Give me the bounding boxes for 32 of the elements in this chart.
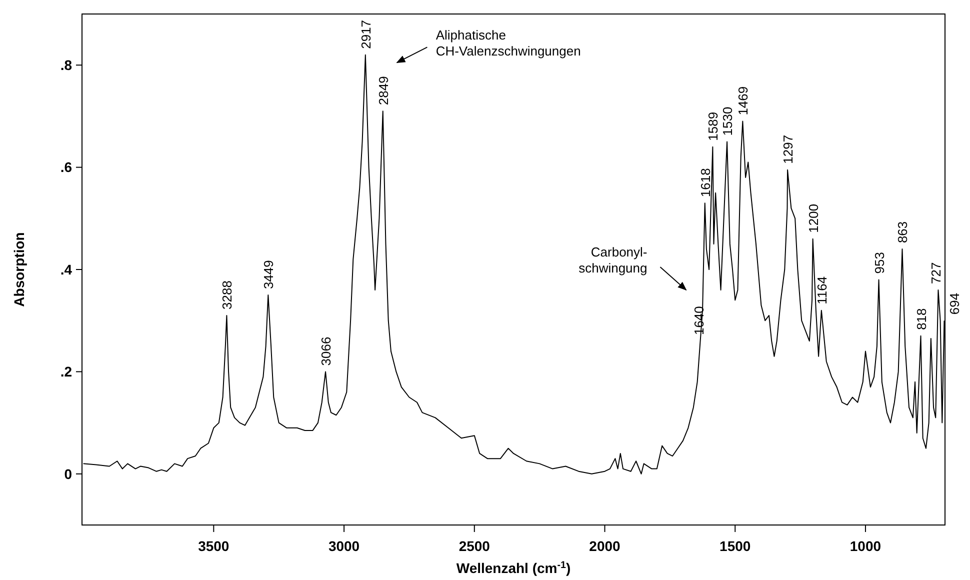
annotation: 3449 (260, 260, 276, 290)
annotation: 1530 (720, 106, 735, 136)
annotation: 3288 (219, 280, 234, 310)
y-tick-label: .2 (60, 364, 72, 380)
x-tick-label: 1500 (720, 538, 751, 554)
y-axis-title: Absorption (11, 232, 27, 307)
x-tick-label: 3000 (328, 538, 360, 554)
annotation: 1589 (705, 112, 720, 141)
annotation: 1618 (697, 168, 712, 198)
x-tick-label: 2500 (458, 538, 490, 554)
annotation: 863 (894, 221, 910, 244)
annotation: 3066 (318, 336, 334, 366)
annotation: 953 (871, 252, 886, 274)
annotation: 1200 (805, 204, 820, 233)
annotation: 1469 (735, 86, 750, 116)
x-axis-title: Wellenzahl (cm$^{-1}$) (456, 560, 571, 576)
annotation: 727 (928, 262, 944, 284)
annotation: 694 (946, 292, 962, 315)
y-tick-label: .6 (60, 159, 72, 176)
y-tick-label: 0 (64, 466, 72, 482)
annotation: 1164 (814, 276, 829, 304)
annotation: 2849 (375, 76, 390, 106)
annotation: 1297 (780, 134, 796, 164)
x-tick-label: 3500 (198, 538, 230, 554)
annotation: Carbonyl- schwingung (578, 244, 648, 276)
annotation: 818 (913, 308, 928, 330)
annotation: Aliphatische CH-Valenzschwingungen (436, 28, 581, 59)
x-tick-label: 2000 (589, 538, 621, 554)
y-tick-label: .4 (60, 261, 72, 278)
y-tick-label: .8 (60, 57, 72, 73)
annotation: 2917 (358, 20, 373, 49)
x-tick-label: 1000 (850, 538, 882, 554)
